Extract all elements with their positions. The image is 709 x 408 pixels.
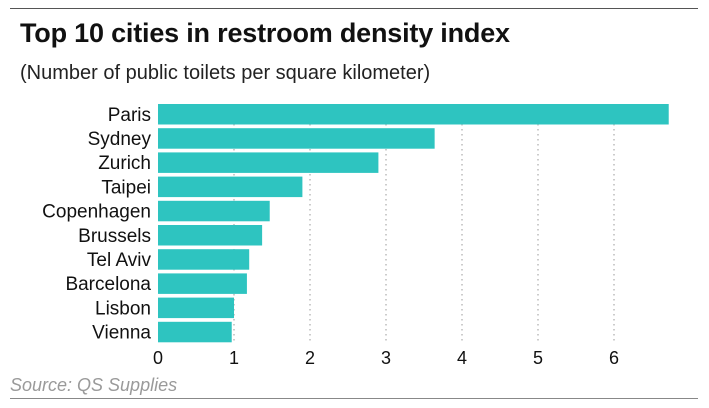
- bottom-rule: [10, 398, 698, 399]
- category-label-vienna: Vienna: [92, 323, 151, 344]
- x-tick-label-5: 5: [533, 348, 543, 368]
- category-label-lisbon: Lisbon: [95, 298, 151, 319]
- bar-copenhagen: [158, 200, 270, 222]
- bar-brussels: [158, 225, 263, 246]
- bar-sydney: [158, 128, 435, 149]
- category-labels: Paris Sydney Zurich Taipei Copenhagen Brussel…: [42, 105, 151, 344]
- x-tick-labels: 0 1 2 3 4 5 6: [153, 348, 619, 368]
- bar-paris: [158, 104, 669, 125]
- x-tick-label-6: 6: [609, 348, 619, 368]
- bar-lisbon: [158, 297, 234, 319]
- x-tick-label-3: 3: [381, 348, 391, 368]
- chart-title: Top 10 cities in restroom density index: [20, 18, 510, 48]
- bar-tel-aviv: [158, 249, 250, 270]
- bar-vienna: [158, 321, 232, 343]
- x-tick-label-0: 0: [153, 348, 163, 368]
- category-label-paris: Paris: [108, 105, 151, 126]
- bars: [158, 104, 669, 343]
- category-label-copenhagen: Copenhagen: [42, 202, 151, 223]
- x-tick-label-4: 4: [457, 348, 467, 368]
- category-label-barcelona: Barcelona: [65, 274, 151, 295]
- bar-taipei: [158, 176, 303, 198]
- category-label-tel-aviv: Tel Aviv: [87, 250, 152, 271]
- bar-barcelona: [158, 273, 247, 294]
- category-label-brussels: Brussels: [78, 226, 151, 247]
- x-tick-label-2: 2: [305, 348, 315, 368]
- category-label-zurich: Zurich: [98, 153, 151, 174]
- category-label-taipei: Taipei: [101, 177, 151, 198]
- chart-subtitle: (Number of public toilets per square kil…: [20, 62, 431, 84]
- top-rule: [10, 8, 698, 9]
- x-tick-label-1: 1: [229, 348, 239, 368]
- category-label-sydney: Sydney: [88, 129, 152, 150]
- bar-zurich: [158, 152, 379, 173]
- source-note: Source: QS Supplies: [10, 375, 178, 395]
